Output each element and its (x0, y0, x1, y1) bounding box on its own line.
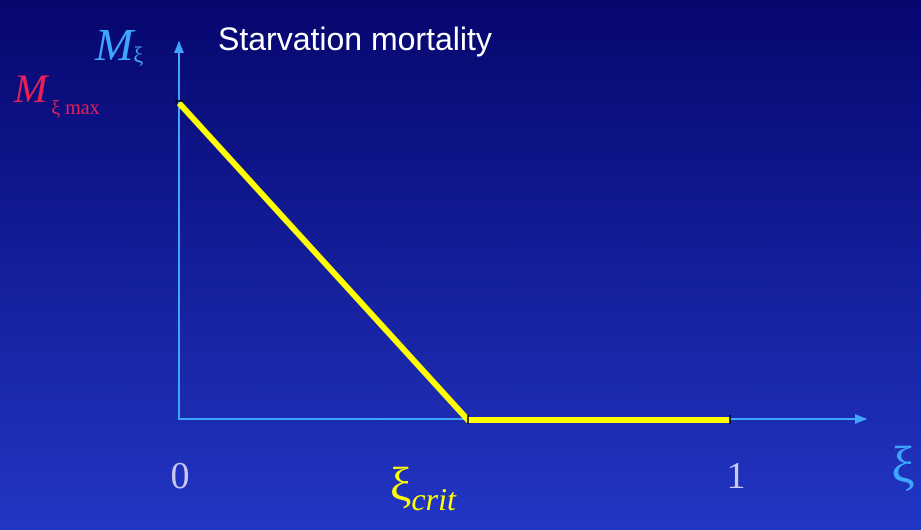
y-tick-symbol: M (13, 66, 50, 111)
y-axis-label: Mξ (94, 19, 143, 70)
x-tick-label: 0 (171, 455, 190, 497)
x-tick-label: 1 (727, 455, 746, 497)
title: Starvation mortality (218, 21, 492, 57)
x-tick-label: ξcrit (390, 458, 457, 517)
x-tick-subscript: crit (411, 481, 457, 517)
y-tick-subscript: ξ max (51, 97, 99, 119)
y-axis-subscript: ξ (133, 42, 143, 67)
y-axis-symbol: M (94, 19, 136, 70)
x-tick-symbol: ξ (390, 458, 411, 511)
x-axis-label: ξ (891, 437, 914, 494)
